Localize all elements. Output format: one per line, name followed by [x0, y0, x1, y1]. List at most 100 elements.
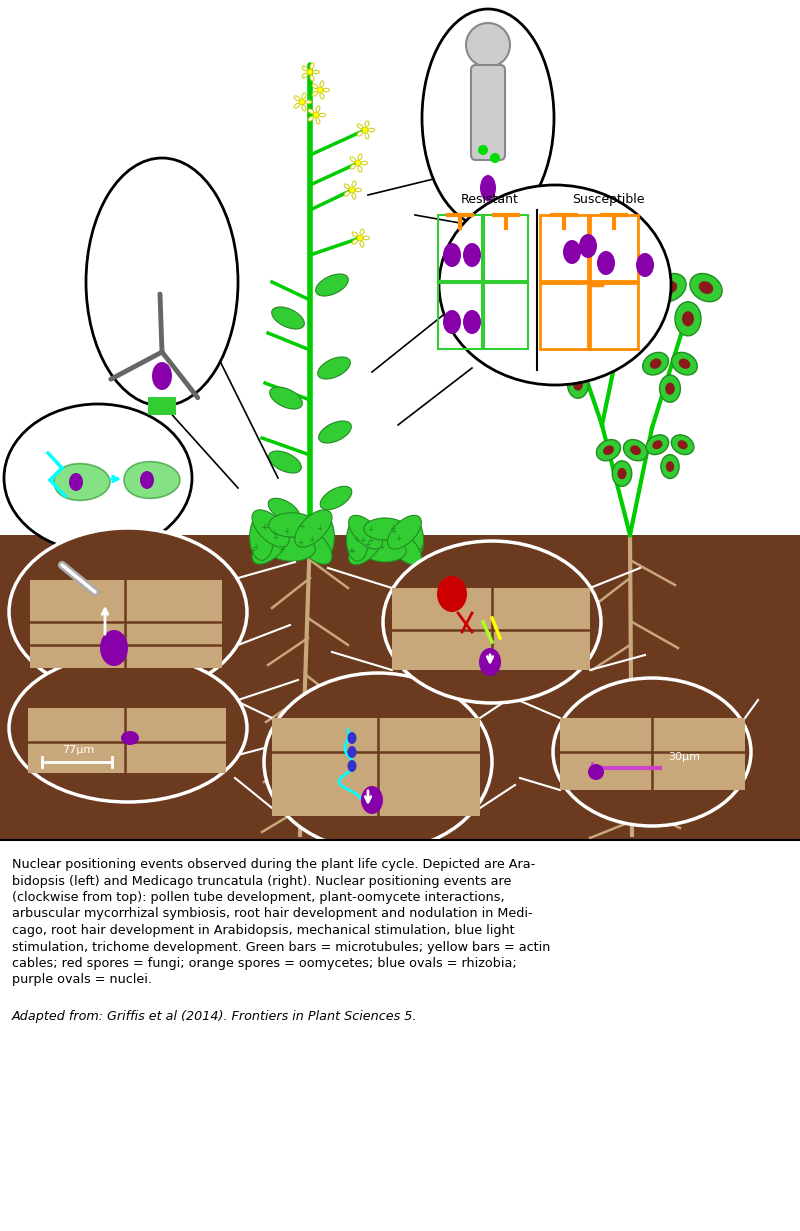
Ellipse shape: [365, 121, 369, 127]
Ellipse shape: [352, 231, 358, 236]
Ellipse shape: [558, 355, 570, 364]
Bar: [540, 215, 588, 281]
Ellipse shape: [662, 281, 678, 294]
Ellipse shape: [630, 446, 641, 455]
Ellipse shape: [9, 528, 247, 696]
Ellipse shape: [564, 267, 596, 295]
Text: arbuscular mycorrhizal symbiosis, root hair development and nodulation in Medi-: arbuscular mycorrhizal symbiosis, root h…: [12, 907, 533, 921]
Ellipse shape: [579, 234, 597, 259]
Circle shape: [317, 87, 323, 92]
Ellipse shape: [682, 311, 694, 326]
Bar: [540, 283, 588, 350]
Text: +: +: [359, 535, 366, 545]
Ellipse shape: [86, 158, 238, 406]
Ellipse shape: [302, 105, 306, 111]
Ellipse shape: [361, 787, 383, 814]
Ellipse shape: [360, 241, 364, 247]
Circle shape: [357, 235, 363, 241]
Ellipse shape: [579, 348, 606, 371]
Bar: [590, 215, 638, 281]
Ellipse shape: [294, 527, 332, 564]
Ellipse shape: [623, 439, 647, 460]
Text: +: +: [347, 547, 354, 555]
Ellipse shape: [437, 576, 467, 612]
Ellipse shape: [302, 94, 306, 98]
Ellipse shape: [568, 371, 588, 399]
Text: +: +: [396, 534, 402, 543]
Ellipse shape: [316, 106, 320, 112]
Text: +: +: [273, 533, 279, 542]
Text: +: +: [417, 544, 423, 553]
Ellipse shape: [563, 240, 581, 263]
Ellipse shape: [252, 510, 290, 547]
Text: +: +: [262, 523, 269, 533]
Ellipse shape: [549, 295, 575, 330]
Ellipse shape: [671, 352, 698, 375]
Ellipse shape: [650, 358, 662, 369]
Text: +: +: [298, 522, 305, 532]
Ellipse shape: [294, 103, 300, 108]
Ellipse shape: [606, 263, 630, 294]
Ellipse shape: [316, 118, 320, 124]
Ellipse shape: [612, 460, 632, 486]
Ellipse shape: [358, 154, 362, 160]
Ellipse shape: [480, 175, 496, 201]
Bar: [438, 215, 482, 281]
Ellipse shape: [349, 516, 382, 549]
Ellipse shape: [320, 486, 352, 510]
Ellipse shape: [537, 276, 551, 288]
Ellipse shape: [140, 471, 154, 489]
Ellipse shape: [302, 66, 308, 70]
Ellipse shape: [387, 516, 422, 549]
Ellipse shape: [528, 267, 560, 295]
Ellipse shape: [268, 499, 300, 522]
Ellipse shape: [646, 435, 669, 454]
Text: +: +: [278, 545, 285, 554]
Text: +: +: [354, 535, 360, 544]
Text: +: +: [283, 527, 290, 535]
Ellipse shape: [308, 117, 314, 121]
Ellipse shape: [439, 185, 671, 385]
Ellipse shape: [652, 441, 662, 449]
Ellipse shape: [319, 113, 326, 117]
FancyBboxPatch shape: [471, 65, 505, 160]
Ellipse shape: [313, 70, 319, 74]
Ellipse shape: [360, 229, 364, 235]
Text: +: +: [250, 545, 256, 555]
Text: Nuclear positioning events observed during the plant life cycle. Depicted are Ar: Nuclear positioning events observed duri…: [12, 858, 535, 872]
Ellipse shape: [365, 133, 369, 139]
Bar: [272, 718, 480, 816]
Bar: [0, 535, 800, 1231]
Ellipse shape: [671, 435, 694, 454]
Text: (clockwise from top): pollen tube development, plant-oomycete interactions,: (clockwise from top): pollen tube develo…: [12, 891, 505, 904]
Ellipse shape: [305, 100, 311, 103]
Ellipse shape: [597, 251, 615, 275]
Ellipse shape: [642, 352, 669, 375]
Ellipse shape: [666, 383, 674, 395]
Ellipse shape: [270, 387, 302, 409]
Ellipse shape: [352, 239, 358, 244]
Ellipse shape: [320, 81, 324, 87]
Text: +: +: [261, 523, 267, 532]
Text: +: +: [390, 527, 396, 535]
Ellipse shape: [443, 310, 461, 334]
Ellipse shape: [659, 375, 680, 403]
Circle shape: [313, 112, 319, 118]
Ellipse shape: [597, 439, 621, 460]
Ellipse shape: [269, 513, 315, 537]
Ellipse shape: [69, 473, 83, 491]
Text: Adapted from: Griffis et al (2014). Frontiers in Plant Sciences 5.: Adapted from: Griffis et al (2014). Fron…: [12, 1009, 418, 1023]
Ellipse shape: [350, 156, 356, 161]
Ellipse shape: [121, 731, 139, 745]
Ellipse shape: [361, 161, 367, 165]
Ellipse shape: [152, 362, 172, 390]
Text: +: +: [349, 547, 355, 556]
Ellipse shape: [358, 166, 362, 172]
Ellipse shape: [312, 91, 318, 96]
Circle shape: [478, 145, 488, 155]
Ellipse shape: [264, 673, 492, 851]
Text: bidopsis (left) and Medicago truncatula (right). Nuclear positioning events are: bidopsis (left) and Medicago truncatula …: [12, 874, 511, 888]
Ellipse shape: [350, 165, 356, 169]
Ellipse shape: [463, 310, 481, 334]
Ellipse shape: [636, 254, 654, 277]
